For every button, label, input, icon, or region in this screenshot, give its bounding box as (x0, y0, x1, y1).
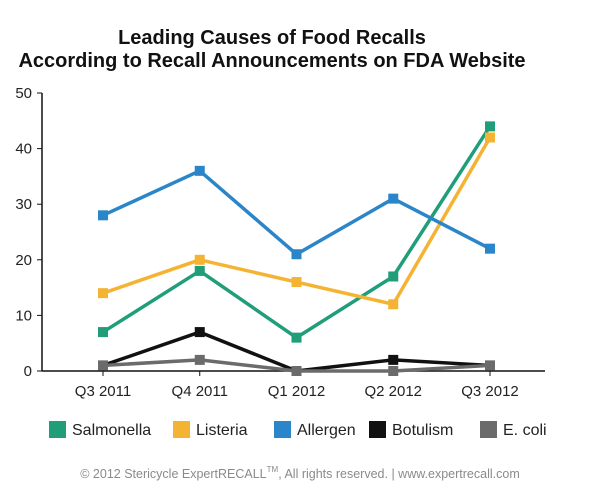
series-layer (98, 121, 495, 376)
series-allergen (98, 165, 495, 260)
data-point-botulism (194, 327, 205, 338)
footer-trademark: TM (267, 465, 279, 474)
legend-item-listeria: Listeria (173, 421, 248, 439)
x-tick-label: Q2 2012 (364, 383, 422, 400)
footer-copyright: © 2012 Stericycle ExpertRECALLTM, All ri… (80, 465, 519, 481)
data-point-listeria (291, 277, 302, 288)
data-point-allergen (388, 193, 399, 204)
footer-prefix: © 2012 Stericycle ExpertRECALL (80, 467, 266, 481)
data-point-allergen (291, 249, 302, 260)
data-point-salmonella (291, 332, 302, 343)
legend-label: Botulism (392, 422, 453, 439)
data-point-e-coli (194, 354, 205, 365)
legend: Salmonella Listeria Allergen Botulism E. col… (49, 421, 547, 439)
x-tick-label: Q3 2012 (461, 383, 519, 400)
legend-label: Allergen (297, 422, 356, 439)
legend-label: Listeria (196, 422, 248, 439)
legend-swatch (369, 421, 386, 438)
y-tick-label: 10 (15, 307, 32, 324)
data-point-listeria (388, 299, 399, 310)
data-point-allergen (98, 210, 108, 221)
data-point-salmonella (194, 265, 205, 276)
series-line-salmonella (102, 125, 492, 340)
data-point-salmonella (98, 327, 108, 338)
data-point-listeria (98, 288, 108, 299)
chart-title-line1: Leading Causes of Food Recalls (118, 27, 426, 49)
footer-suffix: , All rights reserved. | www.expertrecal… (278, 467, 520, 481)
series-e-coli (98, 354, 495, 376)
y-tick-label: 50 (15, 85, 32, 102)
series-salmonella (98, 121, 495, 343)
x-axis-ticks: Q3 2011 Q4 2011 Q1 2012 Q2 2012 Q3 2012 (75, 371, 519, 400)
legend-label: Salmonella (72, 422, 151, 439)
data-point-e-coli (388, 366, 399, 376)
data-point-allergen (194, 165, 205, 176)
data-point-e-coli (485, 360, 495, 371)
chart-title-line2: According to Recall Announcements on FDA… (18, 50, 525, 72)
chart-axes (41, 93, 545, 372)
series-line-allergen (102, 169, 491, 256)
y-tick-label: 0 (24, 363, 32, 380)
legend-item-salmonella: Salmonella (49, 421, 151, 439)
data-point-listeria (194, 254, 205, 265)
legend-item-e-coli: E. coli (480, 421, 547, 439)
y-tick-label: 40 (15, 141, 32, 158)
series-listeria (98, 132, 495, 310)
x-tick-label: Q1 2012 (268, 383, 326, 400)
data-point-botulism (388, 354, 399, 365)
legend-item-allergen: Allergen (274, 421, 356, 439)
data-point-e-coli (291, 366, 302, 376)
data-point-salmonella (485, 121, 495, 132)
legend-swatch (480, 421, 497, 438)
legend-swatch (173, 421, 190, 438)
x-tick-label: Q4 2011 (172, 383, 228, 400)
data-point-listeria (485, 132, 495, 143)
data-point-allergen (485, 243, 495, 254)
data-point-salmonella (388, 271, 399, 282)
legend-item-botulism: Botulism (369, 421, 453, 439)
legend-swatch (274, 421, 291, 438)
legend-swatch (49, 421, 66, 438)
y-axis-ticks: 0 10 20 30 40 50 (15, 85, 42, 380)
y-tick-label: 20 (15, 252, 32, 269)
data-point-e-coli (98, 360, 108, 371)
x-tick-label: Q3 2011 (75, 383, 131, 400)
y-tick-label: 30 (15, 196, 32, 213)
legend-label: E. coli (503, 422, 547, 439)
